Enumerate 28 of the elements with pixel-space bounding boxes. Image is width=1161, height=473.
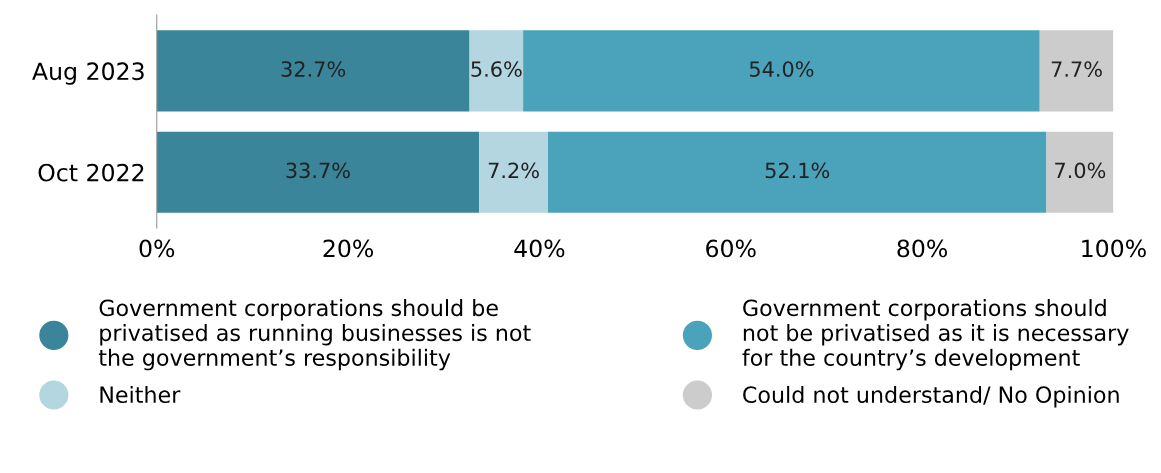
bar <box>1046 131 1114 213</box>
y-tick-label: Aug 2023 <box>32 62 144 85</box>
legend-label: Government corporations should not be privatised as it is necessary for the country’s development <box>742 299 1129 371</box>
x-tick-label: 60% <box>706 239 756 258</box>
data-label: 32.7% <box>281 61 346 77</box>
data-label: 7.2% <box>488 162 539 179</box>
data-label: 7.7% <box>1051 61 1102 77</box>
bar <box>523 30 1040 112</box>
y-tick-label: Oct 2022 <box>38 163 144 182</box>
x-tick-label: 40% <box>514 239 565 258</box>
legend-label: Neither <box>100 385 181 404</box>
bar <box>1039 30 1114 112</box>
bar <box>156 131 480 213</box>
data-label: 7.0% <box>1055 162 1106 179</box>
bar <box>479 131 549 213</box>
bar <box>156 30 470 112</box>
data-label: 33.7% <box>286 162 350 179</box>
bar <box>548 131 1047 213</box>
x-tick-label: 100% <box>1082 239 1146 258</box>
x-tick-label: 80% <box>897 239 947 258</box>
bar <box>469 30 524 112</box>
data-label: 54.0% <box>749 61 814 77</box>
legend-label: Could not understand/ No Opinion <box>743 385 1119 408</box>
x-tick-label: 0% <box>139 239 175 258</box>
data-label: 5.6% <box>471 61 522 77</box>
data-label: 52.1% <box>765 162 830 179</box>
legend-label: Government corporations should be privatised as running businesses is not the government’s responsibility <box>98 299 531 371</box>
x-tick-label: 20% <box>323 239 373 258</box>
